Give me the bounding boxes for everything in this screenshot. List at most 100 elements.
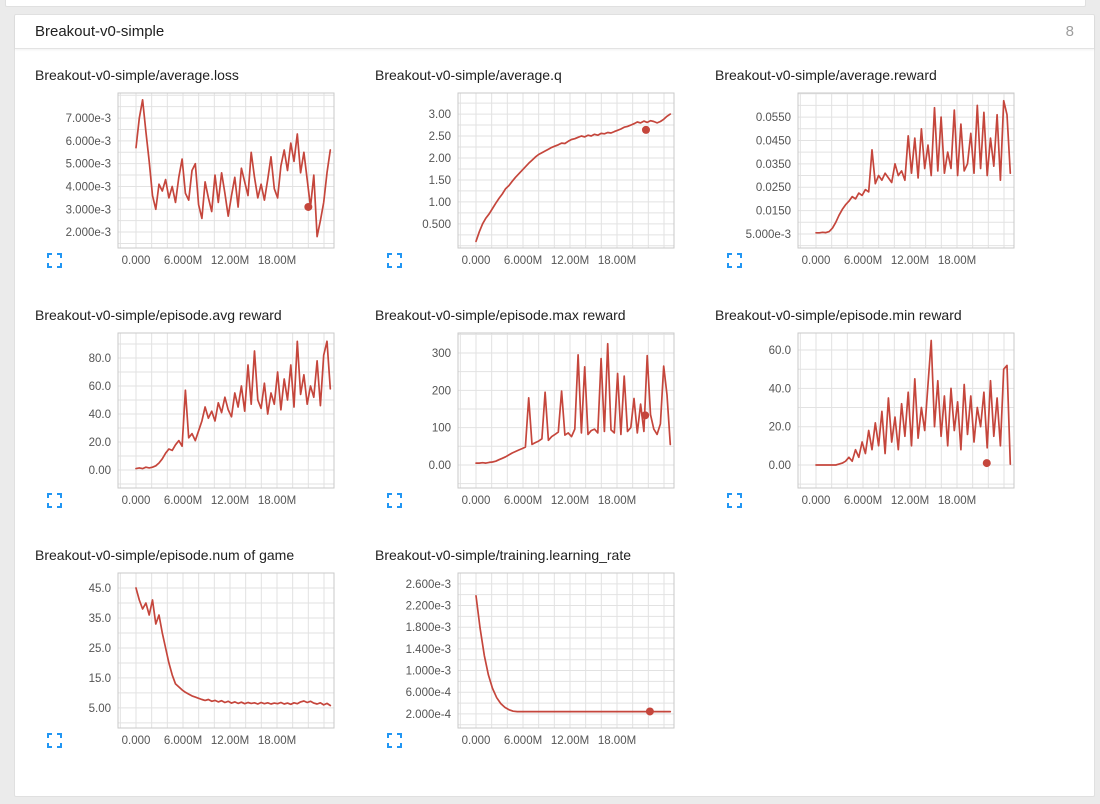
fullscreen-icon <box>727 253 742 268</box>
svg-text:1.800e-3: 1.800e-3 <box>406 622 451 634</box>
expand-button[interactable] <box>727 493 742 508</box>
svg-text:2.000e-3: 2.000e-3 <box>66 227 111 239</box>
chart-title: Breakout-v0-simple/average.q <box>375 67 562 83</box>
chart-plot[interactable]: 0.500 1.00 1.50 2.00 2.50 3.00 0.000 6.000M 12.0… <box>375 87 675 275</box>
svg-text:0.500: 0.500 <box>422 219 451 231</box>
svg-text:200: 200 <box>432 385 451 397</box>
svg-text:100: 100 <box>432 423 451 435</box>
svg-text:6.000M: 6.000M <box>844 255 882 267</box>
svg-text:18.00M: 18.00M <box>258 255 296 267</box>
svg-text:18.00M: 18.00M <box>258 495 296 507</box>
chart-title: Breakout-v0-simple/episode.max reward <box>375 307 626 323</box>
chart-card-1: Breakout-v0-simple/average.q 0.500 1.00 1.… <box>375 67 675 275</box>
svg-text:2.00: 2.00 <box>429 153 451 165</box>
svg-text:18.00M: 18.00M <box>258 735 296 747</box>
chart-plot[interactable]: 5.000e-3 0.0150 0.0250 0.0350 0.0450 0.0550 0.… <box>715 87 1015 275</box>
svg-text:0.000: 0.000 <box>802 255 831 267</box>
svg-text:12.00M: 12.00M <box>551 255 589 267</box>
svg-text:20.0: 20.0 <box>89 437 111 449</box>
svg-text:2.50: 2.50 <box>429 131 451 143</box>
chart-plot[interactable]: 0.00 20.0 40.0 60.0 80.0 0.000 6.000M 12.00M 18.… <box>35 327 335 515</box>
fullscreen-icon <box>387 253 402 268</box>
run-group-header[interactable]: Breakout-v0-simple 8 <box>15 15 1094 49</box>
expand-button[interactable] <box>387 493 402 508</box>
svg-text:0.00: 0.00 <box>429 460 451 472</box>
chart-plot[interactable]: 0.00 100 200 300 0.000 6.000M 12.00M 18.00M <box>375 327 675 515</box>
svg-text:1.50: 1.50 <box>429 175 451 187</box>
svg-text:12.00M: 12.00M <box>891 255 929 267</box>
svg-text:0.00: 0.00 <box>769 460 791 472</box>
svg-text:7.000e-3: 7.000e-3 <box>66 113 111 125</box>
svg-text:0.0150: 0.0150 <box>756 206 791 218</box>
svg-text:0.000: 0.000 <box>802 495 831 507</box>
svg-text:0.000: 0.000 <box>122 495 151 507</box>
svg-text:6.000M: 6.000M <box>504 255 542 267</box>
svg-text:5.00: 5.00 <box>89 703 111 715</box>
svg-text:12.00M: 12.00M <box>211 255 249 267</box>
chart-plot[interactable]: 2.000e-4 6.000e-4 1.000e-3 1.400e-3 1.800e-3… <box>375 567 675 755</box>
svg-text:0.000: 0.000 <box>462 495 491 507</box>
svg-text:0.000: 0.000 <box>122 735 151 747</box>
svg-text:12.00M: 12.00M <box>551 495 589 507</box>
fullscreen-icon <box>47 493 62 508</box>
chart-plot[interactable]: 0.00 20.0 40.0 60.0 0.000 6.000M 12.00M 18.00M <box>715 327 1015 515</box>
svg-text:40.0: 40.0 <box>89 409 111 421</box>
fullscreen-icon <box>47 733 62 748</box>
fullscreen-icon <box>47 253 62 268</box>
svg-text:60.0: 60.0 <box>89 381 111 393</box>
chart-card-0: Breakout-v0-simple/average.loss 2.000e-3… <box>35 67 335 275</box>
svg-text:6.000M: 6.000M <box>504 495 542 507</box>
svg-text:2.600e-3: 2.600e-3 <box>406 579 451 591</box>
svg-text:0.00: 0.00 <box>89 465 111 477</box>
chart-title: Breakout-v0-simple/training.learning_rat… <box>375 547 632 563</box>
expand-button[interactable] <box>727 253 742 268</box>
chart-card-7: Breakout-v0-simple/training.learning_rat… <box>375 547 675 755</box>
svg-text:1.00: 1.00 <box>429 197 451 209</box>
chart-card-5: Breakout-v0-simple/episode.min reward 0.… <box>715 307 1015 515</box>
svg-text:1.400e-3: 1.400e-3 <box>406 644 451 656</box>
svg-text:80.0: 80.0 <box>89 353 111 365</box>
svg-text:0.0250: 0.0250 <box>756 182 791 194</box>
fullscreen-icon <box>727 493 742 508</box>
fullscreen-icon <box>387 733 402 748</box>
chart-title: Breakout-v0-simple/episode.avg reward <box>35 307 282 323</box>
chart-title: Breakout-v0-simple/episode.num of game <box>35 547 295 563</box>
svg-text:18.00M: 18.00M <box>938 255 976 267</box>
svg-text:60.0: 60.0 <box>769 345 791 357</box>
chart-card-4: Breakout-v0-simple/episode.max reward 0.… <box>375 307 675 515</box>
chart-plot[interactable]: 2.000e-3 3.000e-3 4.000e-3 5.000e-3 6.000e-3… <box>35 87 335 275</box>
svg-text:12.00M: 12.00M <box>211 495 249 507</box>
chart-card-2: Breakout-v0-simple/average.reward 5.000e… <box>715 67 1015 275</box>
svg-text:15.0: 15.0 <box>89 673 111 685</box>
svg-text:40.0: 40.0 <box>769 383 791 395</box>
svg-text:2.000e-4: 2.000e-4 <box>406 709 452 721</box>
svg-text:5.000e-3: 5.000e-3 <box>746 229 791 241</box>
chart-plot[interactable]: 5.00 15.0 25.0 35.0 45.0 0.000 6.000M 12.00M 18.… <box>35 567 335 755</box>
svg-text:18.00M: 18.00M <box>598 495 636 507</box>
svg-text:1.000e-3: 1.000e-3 <box>406 666 451 678</box>
expand-button[interactable] <box>47 493 62 508</box>
svg-text:5.000e-3: 5.000e-3 <box>66 159 111 171</box>
run-group-card: Breakout-v0-simple 8 Breakout-v0-simple/… <box>14 14 1095 797</box>
chart-title: Breakout-v0-simple/average.loss <box>35 67 239 83</box>
chart-card-6: Breakout-v0-simple/episode.num of game 5… <box>35 547 335 755</box>
expand-button[interactable] <box>47 733 62 748</box>
chart-title: Breakout-v0-simple/episode.min reward <box>715 307 962 323</box>
expand-button[interactable] <box>387 733 402 748</box>
svg-text:0.0450: 0.0450 <box>756 135 791 147</box>
svg-text:12.00M: 12.00M <box>551 735 589 747</box>
svg-text:45.0: 45.0 <box>89 583 111 595</box>
expand-button[interactable] <box>387 253 402 268</box>
svg-text:18.00M: 18.00M <box>938 495 976 507</box>
svg-text:18.00M: 18.00M <box>598 255 636 267</box>
svg-text:6.000M: 6.000M <box>504 735 542 747</box>
chart-title: Breakout-v0-simple/average.reward <box>715 67 937 83</box>
previous-card-fragment <box>5 0 1086 7</box>
svg-text:6.000M: 6.000M <box>844 495 882 507</box>
run-group-title: Breakout-v0-simple <box>35 23 165 40</box>
fullscreen-icon <box>387 493 402 508</box>
expand-button[interactable] <box>47 253 62 268</box>
svg-text:0.0550: 0.0550 <box>756 112 791 124</box>
svg-text:0.000: 0.000 <box>462 735 491 747</box>
svg-text:3.00: 3.00 <box>429 109 451 121</box>
